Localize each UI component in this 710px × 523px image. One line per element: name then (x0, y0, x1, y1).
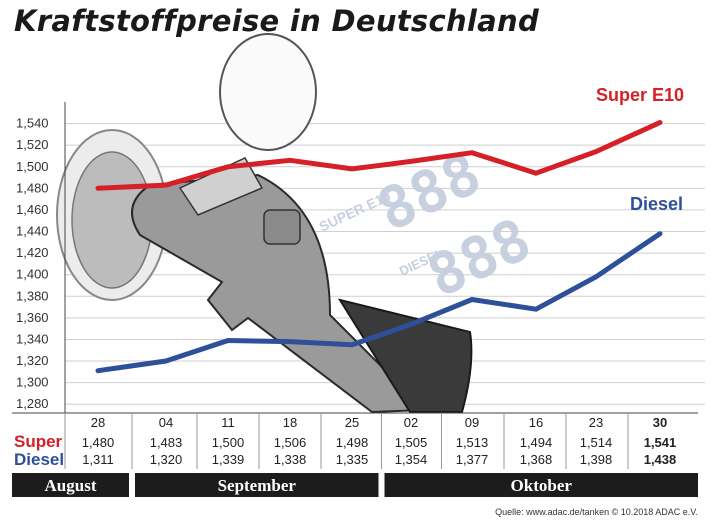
data-label-diesel: 1,335 (336, 452, 369, 467)
month-bar (135, 473, 379, 497)
data-point-super (471, 152, 473, 154)
data-label-diesel: 1,311 (82, 452, 114, 467)
y-tick-label: 1,320 (16, 353, 49, 368)
x-tick-label: 23 (589, 415, 603, 430)
data-point-diesel (289, 341, 291, 343)
series-line-super (95, 120, 663, 191)
data-label-super: 1,494 (520, 435, 553, 450)
data-label-diesel: 1,339 (212, 452, 245, 467)
data-point-diesel (595, 276, 597, 278)
data-point-super (351, 168, 353, 170)
y-tick-label: 1,400 (16, 267, 49, 282)
data-label-super: 1,500 (212, 435, 245, 450)
data-label-diesel: 1,438 (644, 452, 677, 467)
x-tick-label: 02 (404, 415, 418, 430)
source-note: Quelle: www.adac.de/tanken © 10.2018 ADA… (495, 507, 698, 517)
y-tick-label: 1,520 (16, 137, 49, 152)
data-label-diesel: 1,320 (150, 452, 183, 467)
data-point-diesel (659, 233, 661, 235)
y-tick-label: 1,360 (16, 310, 49, 325)
y-tick-label: 1,460 (16, 202, 49, 217)
y-tick-label: 1,420 (16, 245, 49, 260)
month-bar (384, 473, 698, 497)
data-point-super (535, 172, 537, 174)
data-point-diesel (351, 344, 353, 346)
y-tick-label: 1,540 (16, 116, 49, 131)
x-tick-label: 16 (529, 415, 543, 430)
y-tick-label: 1,300 (16, 375, 49, 390)
y-tick-label: 1,340 (16, 331, 49, 346)
fuel-hose-icon (337, 298, 473, 413)
series-line-diesel (95, 231, 663, 374)
data-point-diesel (227, 340, 229, 342)
legend-label-diesel: Diesel (630, 194, 683, 214)
y-tick-label: 1,440 (16, 224, 49, 239)
data-point-super (659, 122, 661, 124)
data-label-super: 1,541 (644, 435, 677, 450)
data-point-super (289, 159, 291, 161)
data-label-diesel: 1,377 (456, 452, 489, 467)
month-label: Oktober (511, 476, 573, 495)
cap-valve-icon (263, 209, 301, 245)
data-label-super: 1,498 (336, 435, 369, 450)
fuel-cap-icon (219, 33, 317, 151)
data-label-super: 1,513 (456, 435, 489, 450)
data-label-super: 1,505 (395, 435, 428, 450)
y-tick-label: 1,280 (16, 396, 49, 411)
data-point-diesel (165, 360, 167, 362)
row-label-diesel: Diesel (14, 450, 64, 469)
month-label: August (45, 476, 97, 495)
data-label-diesel: 1,338 (274, 452, 307, 467)
data-point-diesel (471, 299, 473, 301)
y-tick-label: 1,380 (16, 288, 49, 303)
month-bar (12, 473, 129, 497)
x-tick-label: 18 (283, 415, 297, 430)
data-point-diesel (410, 323, 412, 325)
data-point-super (595, 151, 597, 153)
data-label-super: 1,506 (274, 435, 307, 450)
x-tick-label: 04 (159, 415, 173, 430)
legend-label-super: Super E10 (596, 85, 684, 105)
data-label-diesel: 1,368 (520, 452, 553, 467)
data-point-super (410, 160, 412, 162)
data-point-super (97, 187, 99, 189)
x-tick-label: 28 (91, 415, 105, 430)
data-label-super: 1,480 (82, 435, 115, 450)
data-label-super: 1,483 (150, 435, 183, 450)
data-label-super: 1,514 (580, 435, 613, 450)
data-point-super (227, 166, 229, 168)
data-point-diesel (535, 308, 537, 310)
y-tick-label: 1,480 (16, 180, 49, 195)
x-tick-label: 30 (653, 415, 667, 430)
y-tick-label: 1,500 (16, 159, 49, 174)
x-tick-label: 09 (465, 415, 479, 430)
x-tick-label: 25 (345, 415, 359, 430)
month-label: September (218, 476, 297, 495)
row-label-super: Super (14, 432, 63, 451)
data-label-diesel: 1,398 (580, 452, 613, 467)
data-label-diesel: 1,354 (395, 452, 428, 467)
chart-title: Kraftstoffpreise in Deutschland (14, 4, 540, 38)
pump-nozzle-icon (131, 173, 428, 414)
x-tick-label: 11 (221, 415, 235, 430)
data-point-diesel (97, 370, 99, 372)
data-point-super (165, 184, 167, 186)
